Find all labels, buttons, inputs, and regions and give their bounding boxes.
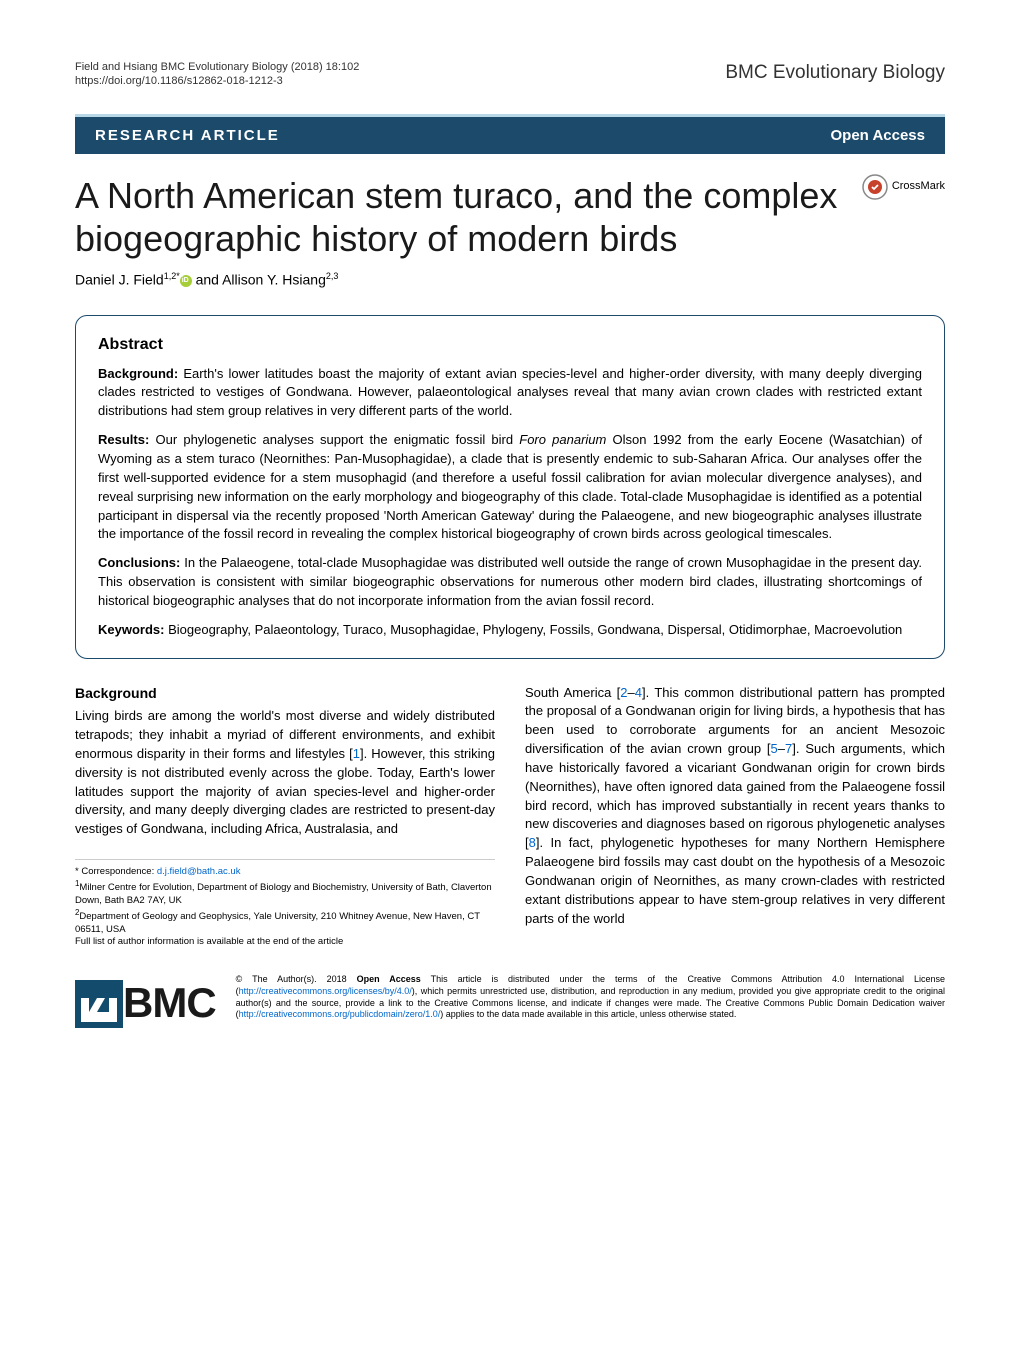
background-label: Background:	[98, 366, 178, 381]
results-label: Results:	[98, 432, 149, 447]
license-row: BMC © The Author(s). 2018 Open Access Th…	[75, 974, 945, 1033]
article-type-label: RESEARCH ARTICLE	[95, 125, 280, 146]
conclusions-text: In the Palaeogene, total-clade Musophagi…	[98, 555, 922, 608]
crossmark-badge[interactable]: CrossMark	[862, 174, 945, 200]
doi-text: https://doi.org/10.1186/s12862-018-1212-…	[75, 74, 359, 88]
abstract-box: Abstract Background: Earth's lower latit…	[75, 315, 945, 658]
citation-text: Field and Hsiang BMC Evolutionary Biolog…	[75, 60, 359, 74]
body-columns: Background Living birds are among the wo…	[75, 684, 945, 950]
keywords-text: Biogeography, Palaeontology, Turaco, Mus…	[168, 622, 902, 637]
background-heading: Background	[75, 684, 495, 704]
keywords-label: Keywords:	[98, 622, 164, 637]
correspondence-line: * Correspondence: d.j.field@bath.ac.uk	[75, 866, 495, 879]
bmc-logo: BMC	[75, 974, 216, 1033]
journal-name: BMC Evolutionary Biology	[725, 60, 945, 87]
author-list: Daniel J. Field1,2* and Allison Y. Hsian…	[75, 270, 945, 290]
bmc-text: BMC	[123, 974, 216, 1033]
abstract-background: Background: Earth's lower latitudes boas…	[98, 365, 922, 422]
right-column: South America [2–4]. This common distrib…	[525, 684, 945, 950]
corr-email-link[interactable]: d.j.field@bath.ac.uk	[157, 866, 241, 877]
conclusions-label: Conclusions:	[98, 555, 180, 570]
license-text: © The Author(s). 2018 Open Access This a…	[236, 974, 945, 1021]
open-access-label: Open Access	[831, 125, 926, 146]
article-title: A North American stem turaco, and the co…	[75, 174, 862, 260]
results-text: Our phylogenetic analyses support the en…	[98, 432, 922, 541]
body-col1-text: Living birds are among the world's most …	[75, 707, 495, 839]
footnotes: * Correspondence: d.j.field@bath.ac.uk 1…	[75, 859, 495, 949]
crossmark-label: CrossMark	[892, 179, 945, 194]
article-type-bar: RESEARCH ARTICLE Open Access	[75, 114, 945, 154]
abstract-heading: Abstract	[98, 334, 922, 356]
affiliation-1: 1Milner Centre for Evolution, Department…	[75, 879, 495, 908]
body-col2-text: South America [2–4]. This common distrib…	[525, 684, 945, 929]
crossmark-icon	[862, 174, 888, 200]
background-text: Earth's lower latitudes boast the majori…	[98, 366, 922, 419]
corr-label: * Correspondence:	[75, 866, 157, 877]
abstract-keywords: Keywords: Biogeography, Palaeontology, T…	[98, 621, 922, 640]
left-column: Background Living birds are among the wo…	[75, 684, 495, 950]
affiliation-2: 2Department of Geology and Geophysics, Y…	[75, 908, 495, 937]
abstract-conclusions: Conclusions: In the Palaeogene, total-cl…	[98, 554, 922, 611]
full-author-list-note: Full list of author information is avail…	[75, 936, 495, 949]
orcid-icon	[180, 275, 192, 287]
running-header: Field and Hsiang BMC Evolutionary Biolog…	[75, 60, 945, 89]
bmc-icon	[75, 980, 123, 1028]
abstract-results: Results: Our phylogenetic analyses suppo…	[98, 431, 922, 544]
